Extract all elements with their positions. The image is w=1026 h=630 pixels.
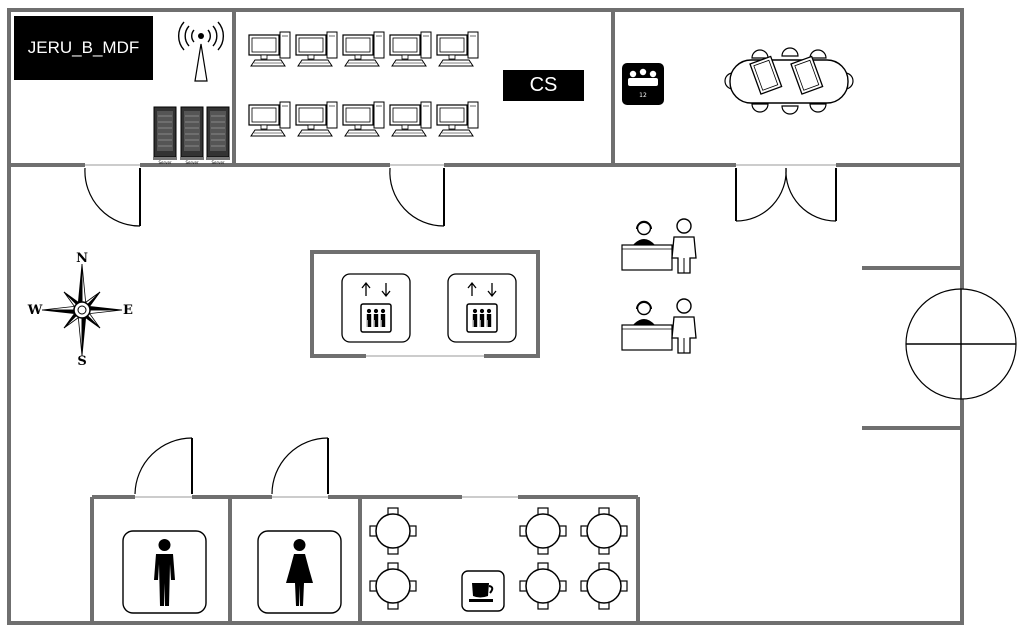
computer-icon [248,31,291,67]
coffee-cup-icon [461,570,505,612]
cs-door [389,167,445,227]
conference-sign-icon: 12 [622,63,664,105]
conference-double-door [735,167,837,222]
elevator-icon-right [447,273,517,343]
elevator-core [310,250,540,358]
computer-icon [342,31,385,67]
mens-restroom-sign-icon [122,530,207,614]
compass-rose-icon: N S E W [27,251,133,369]
svg-text:Server: Server [185,160,198,165]
svg-text:Server: Server [158,160,171,165]
computer-icon [436,31,479,67]
womens-restroom-sign-icon [257,530,342,614]
compass-north-label: N [76,251,88,266]
womens-restroom-door [271,437,329,495]
server-rack-icon: Server [152,106,178,165]
antenna-icon [178,21,224,82]
server-racks: Server Server Server [152,106,231,165]
svg-text:Server: Server [211,160,224,165]
computer-icon [342,101,385,137]
cs-room-label: CS [503,70,584,101]
cs-workstations [248,31,479,137]
computer-icon [436,101,479,137]
server-rack-icon: Server [205,106,231,165]
computer-icon [295,101,338,137]
round-table-icon [519,507,567,555]
round-table-icon [369,562,417,610]
mens-restroom-door [134,437,193,495]
mdf-room-label: JERU_B_MDF [14,16,153,80]
reception-desk-icon [621,218,697,274]
revolving-door [905,288,1017,400]
doors [84,167,1017,495]
mdf-door [84,167,141,227]
round-table-icon [519,562,567,610]
round-table-icon [580,562,628,610]
compass-west-label: W [27,303,43,318]
round-table-icon [369,507,417,555]
compass-south-label: S [77,354,86,369]
computer-icon [248,101,291,137]
computer-icon [389,101,432,137]
round-table-icon [580,507,628,555]
elevator-icon-left [341,273,411,343]
computer-icon [389,31,432,67]
thin-walls [85,164,836,498]
conference-table [724,47,854,115]
computer-icon [295,31,338,67]
svg-text:12: 12 [639,92,647,99]
server-rack-icon: Server [179,106,205,165]
reception-desk-icon [621,298,697,354]
compass-east-label: E [123,303,133,318]
